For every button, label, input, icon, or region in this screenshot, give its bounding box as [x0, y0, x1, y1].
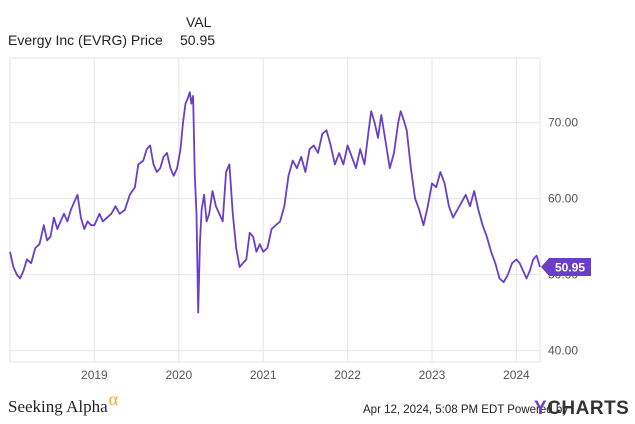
- last-value-badge: [541, 258, 591, 276]
- y-tick-label: 40.00: [548, 344, 578, 358]
- alpha-icon: α: [108, 389, 119, 409]
- x-tick-label: 2023: [419, 368, 446, 382]
- legend-series-name: Evergy Inc (EVRG) Price: [8, 32, 163, 48]
- x-tick-label: 2019: [81, 368, 108, 382]
- legend-column-header: VAL: [186, 14, 212, 30]
- y-tick-label: 60.00: [548, 192, 578, 206]
- grid-layer: [9, 57, 541, 363]
- badge-layer: 50.95: [541, 258, 591, 276]
- line-layer: [9, 91, 541, 314]
- brand-name: Seeking Alpha: [8, 397, 108, 416]
- axis-layer: 40.0050.0060.0070.0020192020202120222023…: [81, 116, 578, 382]
- x-tick-label: 2021: [250, 368, 277, 382]
- ycharts-logo-rest: CHARTS: [547, 398, 630, 419]
- seeking-alpha-logo: Seeking Alphaα: [8, 389, 118, 417]
- plot-frame: [9, 57, 541, 363]
- series-line: [9, 91, 541, 314]
- ycharts-logo: YCHARTS: [534, 398, 629, 420]
- y-tick-label: 70.00: [548, 116, 578, 130]
- x-tick-label: 2020: [165, 368, 192, 382]
- ycharts-logo-y: Y: [534, 398, 548, 419]
- timestamp-text: Apr 12, 2024, 5:08 PM EDT Powered by: [363, 404, 568, 416]
- x-tick-label: 2022: [334, 368, 361, 382]
- legend-series-value: 50.95: [180, 32, 216, 48]
- x-tick-label: 2024: [503, 368, 530, 382]
- last-value-label: 50.95: [555, 261, 585, 275]
